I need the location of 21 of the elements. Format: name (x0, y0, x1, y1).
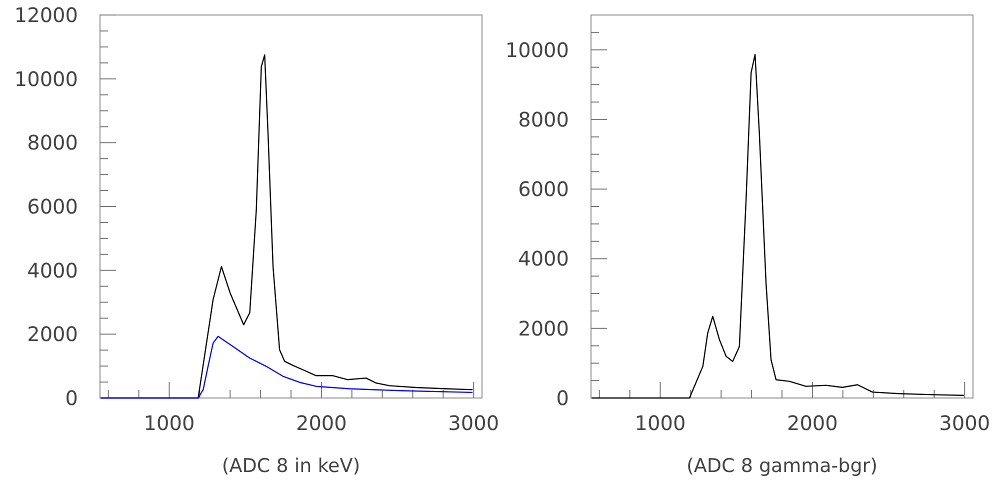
x-tick-label: 2000 (296, 411, 347, 435)
x-tick-label: 3000 (939, 411, 990, 435)
x-axis-title: (ADC 8 in keV) (222, 455, 360, 477)
y-tick-label: 6000 (518, 177, 569, 202)
y-tick-label: 8000 (518, 107, 569, 132)
x-tick-label: 3000 (448, 411, 500, 435)
y-tick-label: 2000 (27, 322, 78, 346)
y-tick-label: 6000 (27, 194, 78, 218)
x-tick-label: 1000 (634, 411, 686, 435)
y-tick-label: 4000 (27, 258, 78, 282)
y-tick-label: 10000 (505, 38, 569, 62)
x-tick-label: 1000 (144, 411, 195, 435)
x-axis-title: (ADC 8 gamma-bgr) (686, 455, 878, 477)
y-tick-label: 4000 (518, 246, 569, 271)
y-tick-label: 8000 (27, 130, 78, 155)
y-tick-label: 10000 (14, 66, 78, 91)
x-tick-label: 2000 (786, 411, 838, 435)
y-tick-label: 0 (65, 386, 78, 410)
y-tick-label: 0 (556, 386, 569, 410)
y-tick-label: 2000 (518, 316, 569, 340)
y-tick-label: 12000 (14, 3, 78, 27)
